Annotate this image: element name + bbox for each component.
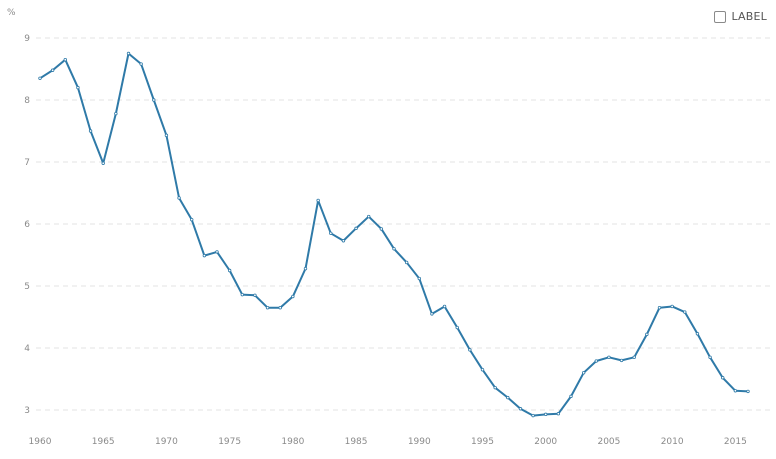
data-point-2013[interactable]: [708, 355, 712, 359]
data-point-2016[interactable]: [746, 389, 750, 394]
data-point-1996[interactable]: [493, 385, 497, 390]
x-tick-label-2015: 2015: [724, 437, 747, 447]
y-tick-label-5: 5: [24, 282, 30, 292]
data-point-2007[interactable]: [632, 355, 636, 359]
x-tick-label-1990: 1990: [408, 437, 431, 447]
data-point-1985[interactable]: [354, 226, 358, 231]
data-point-1974[interactable]: [215, 250, 219, 254]
data-point-1970[interactable]: [164, 133, 169, 138]
data-point-1969[interactable]: [152, 98, 156, 102]
data-point-1967[interactable]: [126, 51, 131, 56]
data-point-1997[interactable]: [506, 395, 510, 400]
data-point-2005[interactable]: [607, 355, 611, 359]
data-point-1968[interactable]: [139, 62, 143, 66]
y-tick-label-3: 3: [24, 406, 30, 416]
series-line-0: [39, 52, 749, 417]
data-point-1993[interactable]: [455, 325, 459, 330]
data-point-1995[interactable]: [480, 368, 485, 372]
data-point-1972[interactable]: [190, 217, 194, 222]
data-point-2015[interactable]: [733, 389, 738, 393]
data-point-1962[interactable]: [63, 58, 67, 62]
data-point-2012[interactable]: [695, 332, 700, 336]
x-tick-label-1970: 1970: [155, 437, 178, 447]
data-point-1978[interactable]: [265, 306, 270, 310]
data-point-1989[interactable]: [404, 260, 409, 265]
data-point-2001[interactable]: [556, 412, 561, 416]
y-tick-label-6: 6: [24, 220, 30, 230]
series-group: [38, 51, 750, 418]
data-point-2014[interactable]: [721, 376, 725, 380]
data-point-1961[interactable]: [50, 68, 55, 72]
data-point-1960[interactable]: [38, 76, 42, 80]
x-tick-label-1975: 1975: [218, 437, 241, 447]
data-point-2000[interactable]: [544, 412, 548, 417]
y-tick-label-9: 9: [24, 34, 30, 44]
data-point-2009[interactable]: [657, 306, 662, 310]
x-tick-label-1980: 1980: [281, 437, 304, 447]
x-tick-label-2010: 2010: [661, 437, 684, 447]
x-tick-label-2000: 2000: [534, 437, 557, 447]
data-point-1992[interactable]: [442, 304, 447, 309]
data-point-1986[interactable]: [367, 214, 371, 219]
data-point-2002[interactable]: [569, 394, 573, 399]
data-point-1988[interactable]: [392, 247, 396, 251]
y-axis: 3 4 5 6 7 8 9: [24, 34, 30, 416]
data-point-1977[interactable]: [253, 293, 257, 297]
data-point-1976[interactable]: [240, 292, 244, 297]
data-point-1966[interactable]: [114, 111, 118, 116]
data-point-1980[interactable]: [291, 294, 295, 299]
data-point-1984[interactable]: [341, 239, 346, 243]
data-point-1994[interactable]: [468, 348, 472, 352]
data-point-1982[interactable]: [316, 198, 320, 203]
data-point-1990[interactable]: [417, 276, 421, 281]
data-point-1991[interactable]: [430, 312, 434, 316]
y-tick-label-7: 7: [24, 158, 30, 168]
data-point-2010[interactable]: [670, 304, 674, 309]
data-point-1965[interactable]: [101, 161, 105, 165]
legend-checkbox[interactable]: [714, 10, 727, 23]
data-point-1973[interactable]: [202, 253, 207, 258]
data-point-2006[interactable]: [619, 358, 624, 363]
x-tick-label-1995: 1995: [471, 437, 494, 447]
data-point-1981[interactable]: [303, 266, 308, 271]
y-tick-label-8: 8: [24, 96, 30, 106]
x-tick-label-1960: 1960: [29, 437, 52, 447]
x-tick-label-1965: 1965: [92, 437, 115, 447]
data-point-2003[interactable]: [581, 371, 586, 375]
data-point-1998[interactable]: [518, 407, 523, 411]
data-point-1983[interactable]: [329, 231, 333, 235]
y-tick-label-4: 4: [24, 344, 30, 354]
data-point-2008[interactable]: [645, 332, 649, 337]
x-axis: 1960 1965 1970 1975 1980 1985 1990 1995 2000 2005…: [29, 437, 747, 447]
grid-lines: [36, 37, 770, 411]
data-point-2004[interactable]: [594, 359, 598, 363]
y-axis-unit-label: %: [7, 8, 16, 18]
data-point-1979[interactable]: [278, 306, 282, 310]
x-tick-label-2005: 2005: [597, 437, 620, 447]
x-tick-label-1985: 1985: [345, 437, 368, 447]
data-point-1964[interactable]: [88, 129, 93, 133]
data-point-1975[interactable]: [227, 268, 232, 273]
data-point-1999[interactable]: [531, 413, 535, 418]
data-point-1971[interactable]: [177, 196, 181, 200]
legend-label: LABEL: [731, 10, 767, 23]
legend-toggle[interactable]: LABEL: [714, 10, 767, 23]
data-point-1963[interactable]: [76, 85, 80, 90]
data-point-1987[interactable]: [379, 227, 384, 231]
data-point-2011[interactable]: [683, 310, 687, 314]
